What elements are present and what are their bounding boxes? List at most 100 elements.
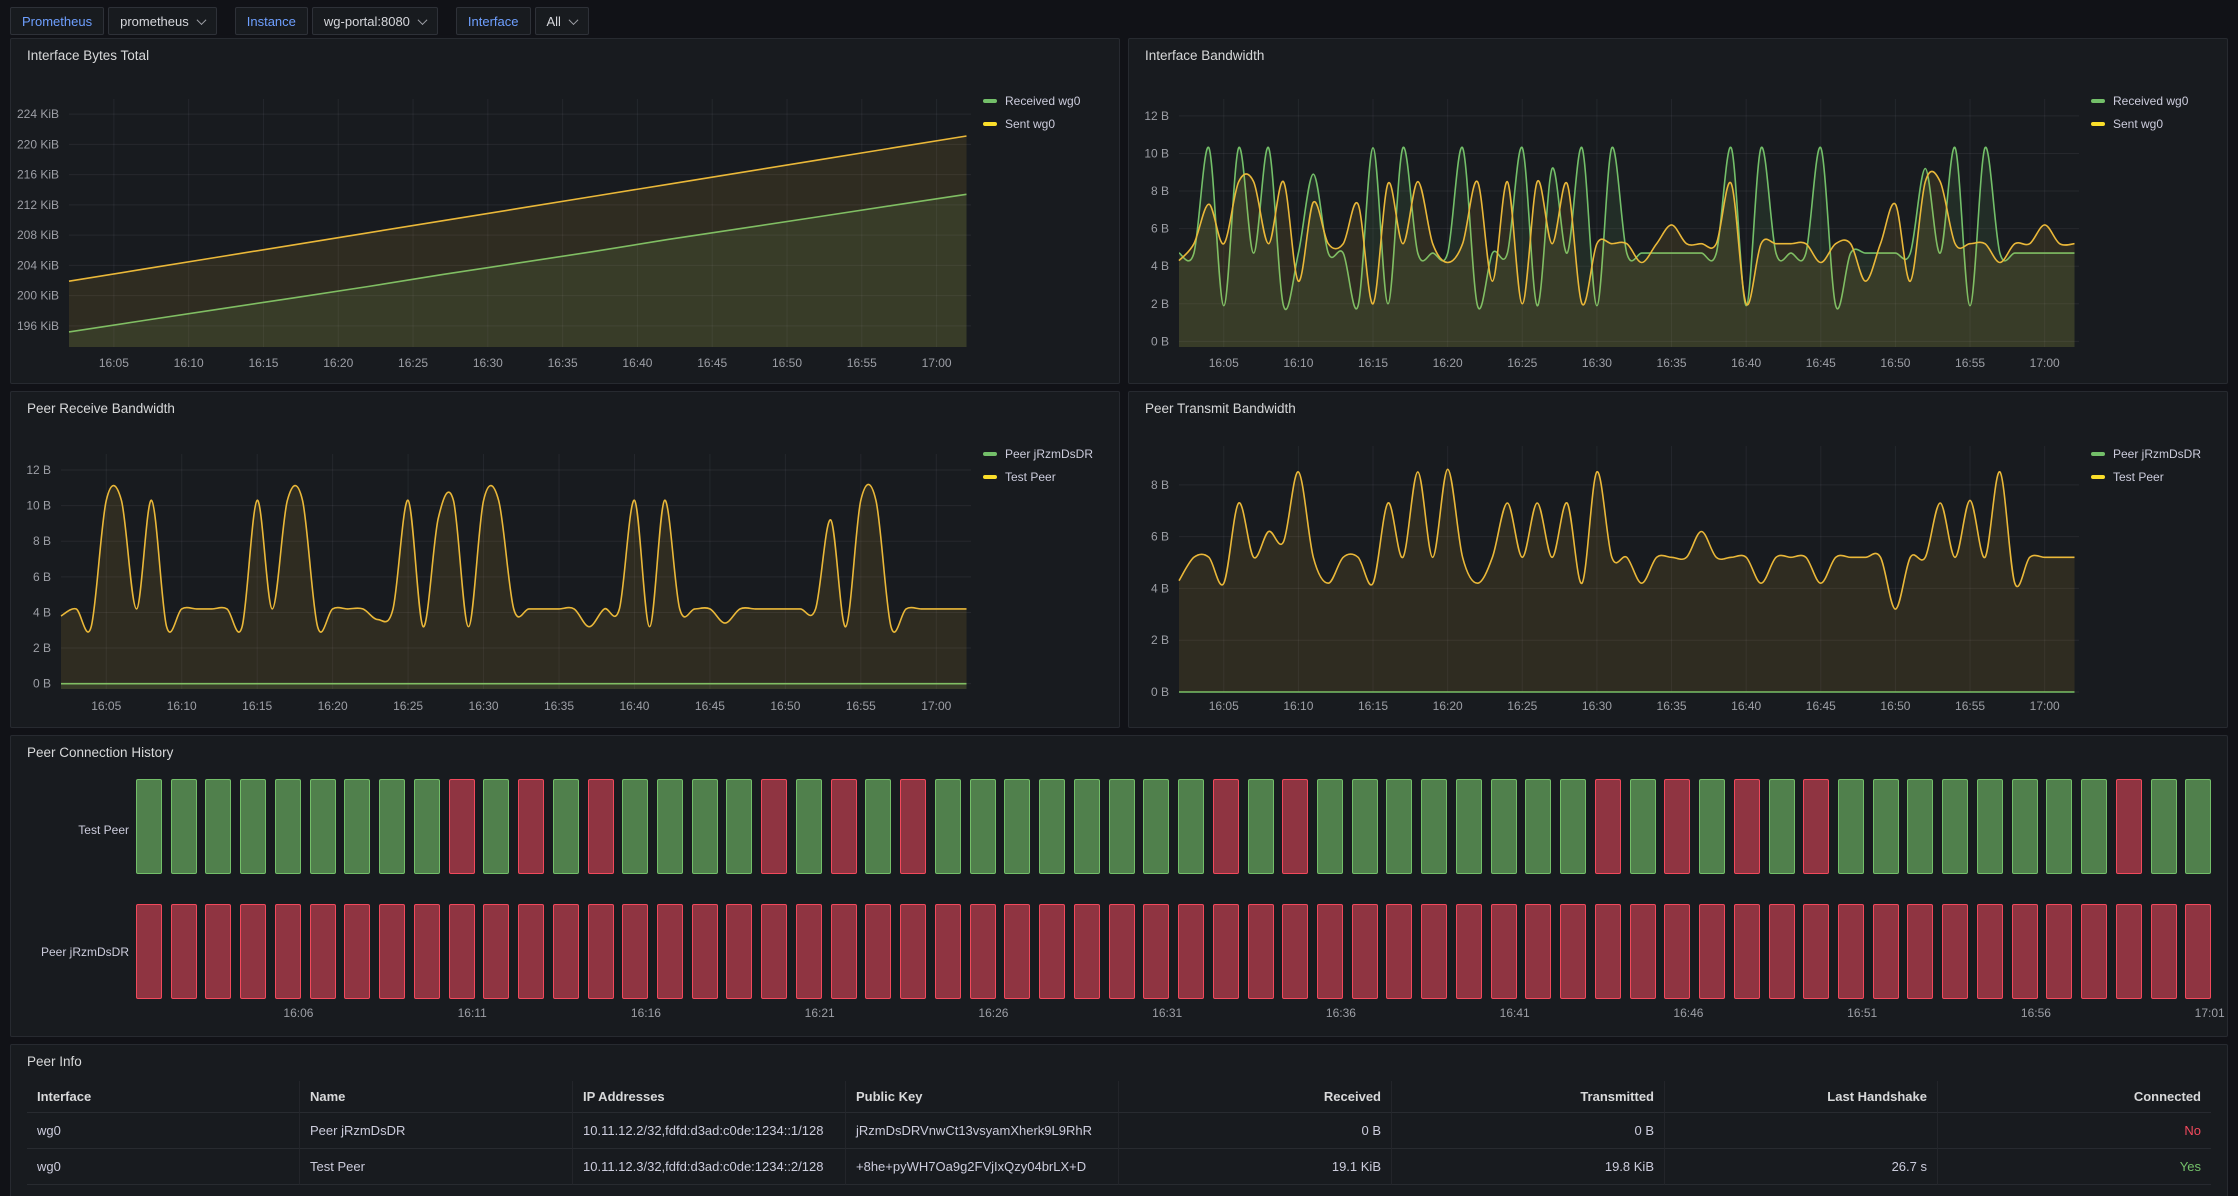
status-bar-disconnected bbox=[552, 904, 579, 999]
series-area-green bbox=[61, 683, 967, 689]
variable-label-prometheus[interactable]: Prometheus bbox=[10, 7, 105, 35]
legend-item[interactable]: Sent wg0 bbox=[2091, 117, 2188, 131]
legend-item[interactable]: Sent wg0 bbox=[983, 117, 1080, 131]
status-bar-disconnected bbox=[1803, 904, 1830, 999]
status-bar-disconnected bbox=[1629, 904, 1656, 999]
column-header-connected[interactable]: Connected bbox=[1938, 1081, 2211, 1113]
status-bar-disconnected bbox=[691, 904, 718, 999]
status-bar-disconnected bbox=[1351, 904, 1378, 999]
y-axis-tick-label: 4 B bbox=[1151, 259, 1169, 273]
x-axis-tick-label: 16:05 bbox=[91, 699, 121, 713]
time-series-plot[interactable]: 0 B 2 B 4 B 6 B 8 B 10 B 12 B 16:05 16:10 16:15 16… bbox=[1129, 39, 2229, 385]
variable-picker-instance[interactable]: wg-portal:8080 bbox=[311, 7, 438, 35]
y-axis-tick-label: 200 KiB bbox=[17, 289, 59, 303]
x-axis-tick-label: 16:40 bbox=[622, 356, 652, 370]
status-bar-disconnected bbox=[448, 904, 475, 999]
panel-title[interactable]: Peer Info bbox=[27, 1054, 82, 1069]
column-header-public-key[interactable]: Public Key bbox=[846, 1081, 1119, 1113]
status-bar-disconnected bbox=[1525, 904, 1552, 999]
status-bar-disconnected bbox=[830, 779, 857, 874]
panel-title[interactable]: Interface Bandwidth bbox=[1145, 48, 1265, 63]
chevron-down-icon bbox=[568, 14, 579, 25]
x-axis-tick-label: 16:55 bbox=[1955, 356, 1985, 370]
x-axis-tick-label: 16:40 bbox=[619, 699, 649, 713]
legend-item[interactable]: Received wg0 bbox=[983, 94, 1080, 108]
status-bar-disconnected bbox=[1212, 779, 1239, 874]
legend-item[interactable]: Test Peer bbox=[983, 470, 1093, 484]
legend-item[interactable]: Received wg0 bbox=[2091, 94, 2188, 108]
column-header-last-handshake[interactable]: Last Handshake bbox=[1665, 1081, 1938, 1113]
time-series-plot[interactable]: 0 B 2 B 4 B 6 B 8 B 10 B 12 B 16:05 16:10 16:15 16… bbox=[11, 392, 1121, 729]
panel-title[interactable]: Peer Receive Bandwidth bbox=[27, 401, 175, 416]
status-bar-disconnected bbox=[657, 904, 684, 999]
status-bar-connected bbox=[1976, 779, 2003, 874]
panel-interface-bytes-total: Interface Bytes Total 196 KiB 200 KiB 204 … bbox=[10, 38, 1120, 384]
status-bar-disconnected bbox=[1907, 904, 1934, 999]
x-axis-tick-label: 16:20 bbox=[323, 356, 353, 370]
y-axis-tick-label: 12 B bbox=[1144, 109, 1169, 123]
x-axis-tick-label: 16:15 bbox=[242, 699, 272, 713]
variable-picker-interface[interactable]: All bbox=[534, 7, 589, 35]
status-bar-connected bbox=[1525, 779, 1552, 874]
variable-label-instance[interactable]: Instance bbox=[234, 7, 308, 35]
x-axis-tick-label: 16:05 bbox=[99, 356, 129, 370]
x-axis-tick-label: 16:30 bbox=[469, 699, 499, 713]
history-x-tick-label: 16:46 bbox=[1673, 1006, 1704, 1020]
column-header-received[interactable]: Received bbox=[1119, 1081, 1392, 1113]
table-cell: 26.7 s bbox=[1665, 1149, 1938, 1185]
variable-value: prometheus bbox=[120, 13, 189, 29]
status-bar-disconnected bbox=[1664, 904, 1691, 999]
y-axis-tick-label: 2 B bbox=[1151, 633, 1169, 647]
table-cell: 10.11.12.3/32,fdfd:d3ad:c0de:1234::2/128 bbox=[573, 1149, 846, 1185]
status-bar-connected bbox=[552, 779, 579, 874]
series-area-yellow bbox=[1179, 469, 2075, 692]
x-axis-tick-label: 16:40 bbox=[1731, 699, 1761, 713]
variable-picker-prometheus[interactable]: prometheus bbox=[108, 7, 217, 35]
status-bar-disconnected bbox=[1733, 779, 1760, 874]
column-header-name[interactable]: Name bbox=[300, 1081, 573, 1113]
x-axis-tick-label: 16:35 bbox=[544, 699, 574, 713]
legend-swatch-yellow-icon bbox=[983, 475, 997, 479]
variable-label-interface[interactable]: Interface bbox=[455, 7, 531, 35]
y-axis-tick-label: 0 B bbox=[1151, 334, 1169, 348]
y-axis-tick-label: 4 B bbox=[33, 605, 51, 619]
y-axis-tick-label: 4 B bbox=[1151, 581, 1169, 595]
column-header-ip-addresses[interactable]: IP Addresses bbox=[573, 1081, 846, 1113]
panel-title[interactable]: Interface Bytes Total bbox=[27, 48, 150, 63]
status-bar-disconnected bbox=[1247, 904, 1274, 999]
status-bar-disconnected bbox=[379, 904, 406, 999]
series-line-yellow bbox=[1178, 170, 2075, 306]
variable-value: wg-portal:8080 bbox=[323, 13, 410, 29]
panel-title[interactable]: Peer Connection History bbox=[27, 745, 174, 760]
time-series-plot[interactable]: 0 B 2 B 4 B 6 B 8 B 16:05 16:10 16:15 16:20 16:25… bbox=[1129, 392, 2229, 729]
dashboard-variables-bar: Prometheus prometheus Instance wg-portal… bbox=[10, 7, 589, 35]
x-axis-tick-label: 16:35 bbox=[548, 356, 578, 370]
history-x-tick-label: 16:36 bbox=[1325, 1006, 1356, 1020]
x-axis-tick-label: 16:15 bbox=[248, 356, 278, 370]
legend-item[interactable]: Peer jRzmDsDR bbox=[2091, 447, 2201, 461]
legend-item[interactable]: Test Peer bbox=[2091, 470, 2201, 484]
y-axis-tick-label: 216 KiB bbox=[17, 168, 59, 182]
status-bar-disconnected bbox=[1733, 904, 1760, 999]
panel-title[interactable]: Peer Transmit Bandwidth bbox=[1145, 401, 1296, 416]
x-axis-tick-label: 16:10 bbox=[1283, 356, 1313, 370]
series-area-green bbox=[1179, 147, 2075, 347]
series-area-yellow bbox=[61, 484, 967, 689]
legend-item[interactable]: Peer jRzmDsDR bbox=[983, 447, 1093, 461]
status-bar-connected bbox=[1143, 779, 1170, 874]
status-bar-connected bbox=[1490, 779, 1517, 874]
table-cell: 0 B bbox=[1119, 1113, 1392, 1149]
legend: Received wg0 Sent wg0 bbox=[2091, 94, 2188, 131]
x-axis-tick-label: 16:25 bbox=[393, 699, 423, 713]
history-row-label-peer-jrzmdsdr: Peer jRzmDsDR bbox=[40, 945, 129, 959]
legend-label: Sent wg0 bbox=[1005, 117, 1056, 131]
status-bar-disconnected bbox=[865, 904, 892, 999]
column-header-interface[interactable]: Interface bbox=[27, 1081, 300, 1113]
status-bar-disconnected bbox=[969, 904, 996, 999]
column-header-transmitted[interactable]: Transmitted bbox=[1392, 1081, 1665, 1113]
y-axis-tick-label: 208 KiB bbox=[17, 228, 59, 242]
status-bar-disconnected bbox=[761, 904, 788, 999]
status-bar-connected bbox=[1837, 779, 1864, 874]
y-axis-tick-label: 220 KiB bbox=[17, 137, 59, 151]
time-series-plot[interactable]: 196 KiB 200 KiB 204 KiB 208 KiB 212 KiB 216 K… bbox=[11, 39, 1121, 385]
